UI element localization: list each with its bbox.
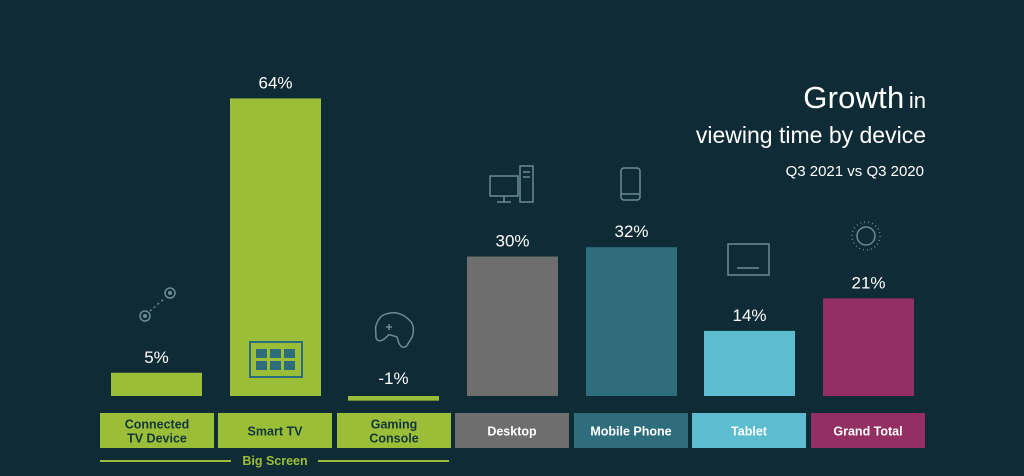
data-label-0: 5% — [144, 348, 169, 367]
category-box-4 — [574, 413, 688, 448]
tablet-icon — [727, 243, 770, 276]
category-label-6-0: Grand Total — [833, 425, 902, 439]
category-box-5 — [692, 413, 806, 448]
circle-total-icon — [851, 221, 881, 251]
bar-3 — [467, 256, 558, 396]
desktop-computer-icon — [489, 165, 534, 203]
category-label-0-1: TV Device — [127, 432, 187, 446]
category-label-5-0: Tablet — [731, 425, 768, 439]
data-label-4: 32% — [614, 222, 648, 241]
category-label-4-0: Mobile Phone — [590, 425, 671, 439]
chart-title: Growth in viewing time by device — [696, 80, 926, 148]
bar-1 — [230, 98, 321, 397]
category-label-3-0: Desktop — [487, 425, 537, 439]
bar-4 — [586, 247, 677, 396]
category-label-2-1: Console — [369, 432, 418, 446]
category-box-3 — [455, 413, 569, 448]
gamepad-icon — [374, 312, 415, 349]
data-label-6: 21% — [851, 273, 885, 292]
connected-device-icon — [139, 287, 176, 322]
category-label-2-0: Gaming — [371, 418, 418, 432]
bar-6 — [823, 298, 914, 396]
category-box-1 — [218, 413, 332, 448]
category-box-0 — [100, 413, 214, 448]
data-label-2: -1% — [378, 369, 408, 388]
category-box-2 — [337, 413, 451, 448]
data-label-1: 64% — [258, 73, 292, 92]
bar-2 — [348, 396, 439, 401]
category-label-0-0: Connected — [125, 418, 190, 432]
mobile-phone-icon — [620, 167, 641, 201]
chart-subtitle: Q3 2021 vs Q3 2020 — [785, 163, 924, 180]
title-line2: viewing time by device — [695, 121, 926, 148]
bar-5 — [704, 330, 795, 396]
group-label-big-screen: Big Screen — [242, 454, 307, 468]
smart-tv-icon — [249, 341, 303, 378]
data-label-5: 14% — [732, 306, 766, 325]
title-growth: Growth — [803, 80, 905, 115]
title-in: in — [908, 88, 926, 113]
data-label-3: 30% — [495, 232, 529, 251]
category-label-1-0: Smart TV — [248, 425, 304, 439]
bar-0 — [111, 372, 202, 396]
category-box-6 — [811, 413, 925, 448]
